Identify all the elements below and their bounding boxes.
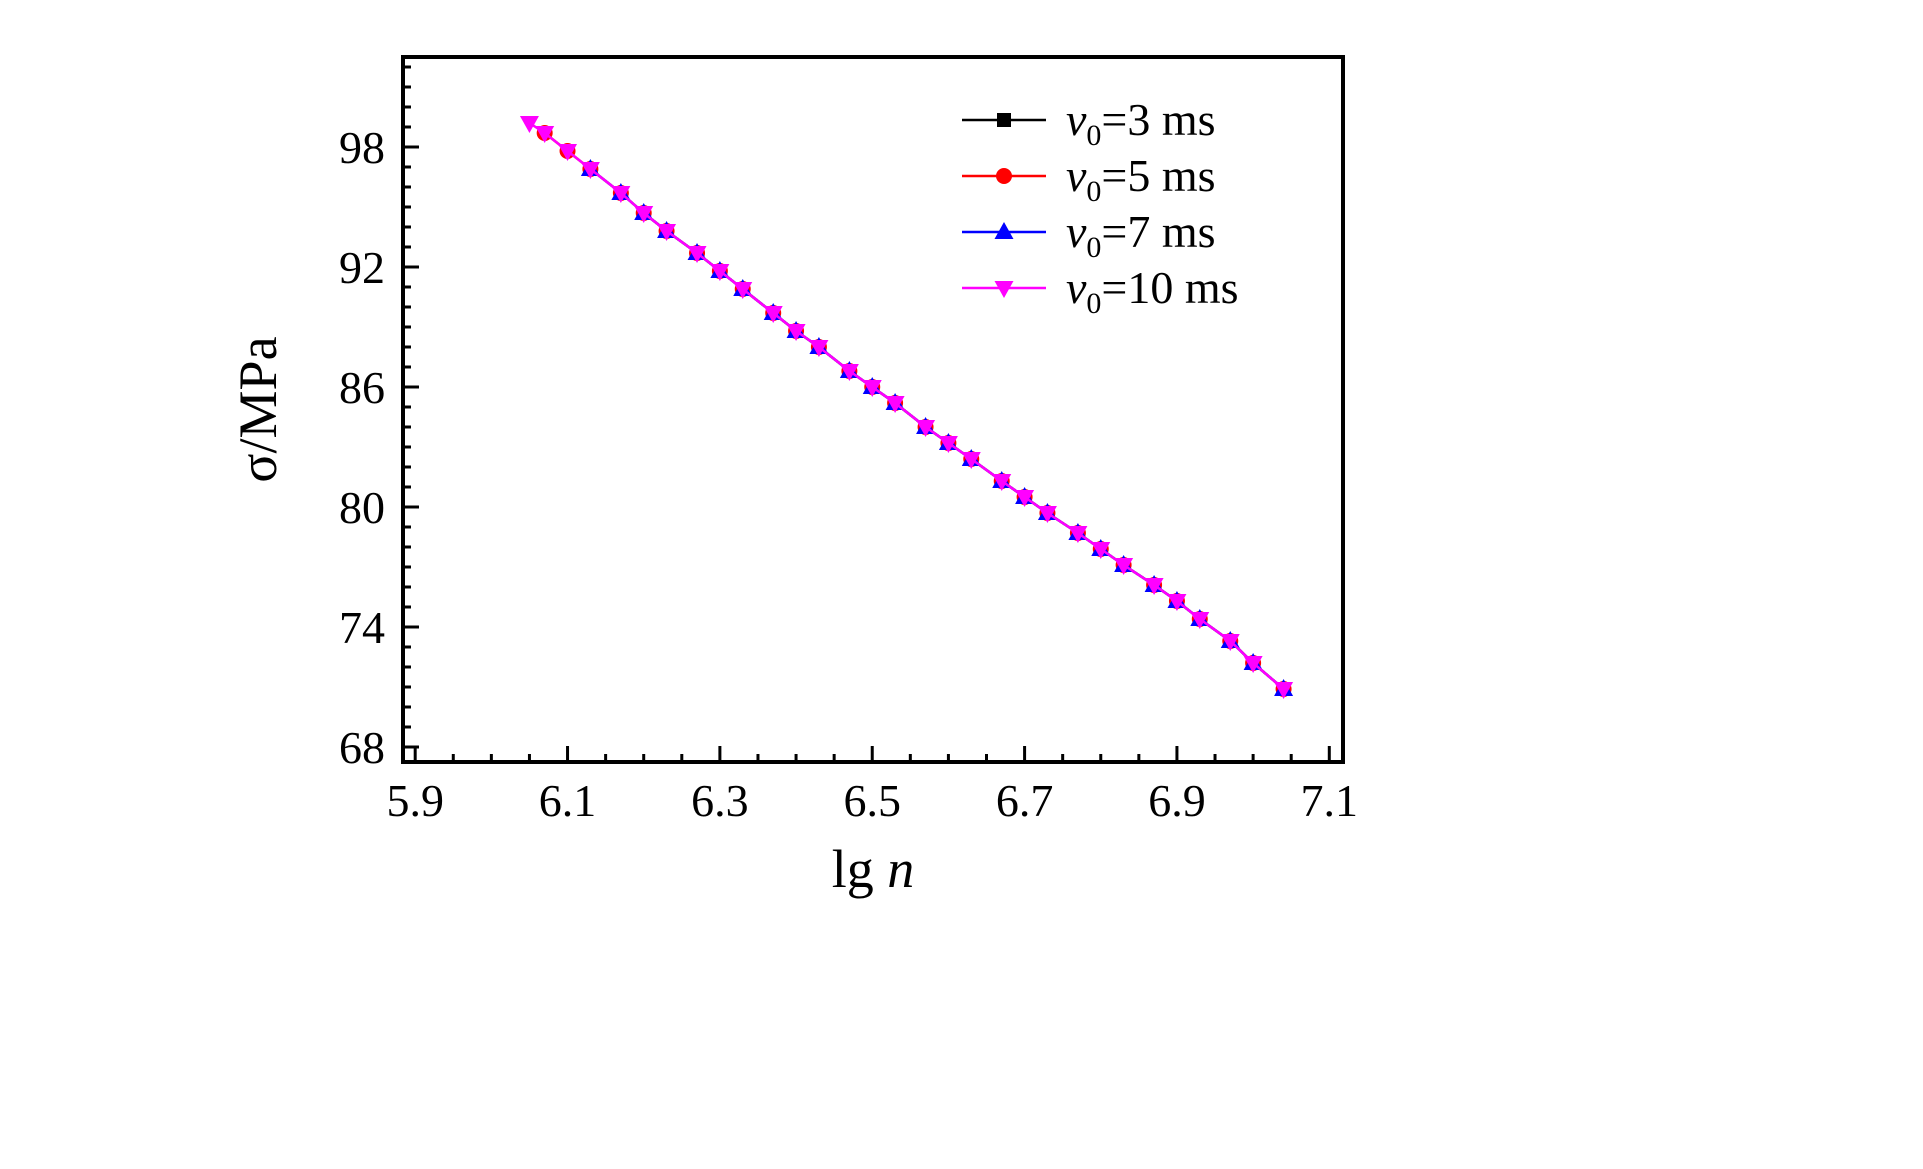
x-tick-label: 5.9 xyxy=(386,775,444,826)
x-tick-label: 6.7 xyxy=(996,775,1054,826)
x-tick-label: 7.1 xyxy=(1301,775,1359,826)
legend-item-v0-10ms: v0=10 ms xyxy=(962,262,1239,320)
y-axis-title: σ/MPa xyxy=(228,336,288,482)
legend-marker-square-icon xyxy=(997,113,1011,127)
legend-label: v0=3 ms xyxy=(1066,94,1216,152)
y-tick-label: 86 xyxy=(339,362,385,413)
y-tick-label: 68 xyxy=(339,722,385,773)
x-tick-label: 6.3 xyxy=(691,775,749,826)
legend-label: v0=7 ms xyxy=(1066,206,1216,264)
x-tick-label: 6.5 xyxy=(843,775,901,826)
legend-label: v0=5 ms xyxy=(1066,150,1216,208)
x-tick-label: 6.9 xyxy=(1148,775,1206,826)
x-axis-title: lg n xyxy=(832,839,915,899)
y-tick-labels: 68 74 80 86 92 98 xyxy=(339,122,385,773)
legend-item-v0-3ms: v0=3 ms xyxy=(962,94,1216,152)
legend-marker-triangle-up-icon xyxy=(994,222,1014,239)
legend-item-v0-5ms: v0=5 ms xyxy=(962,150,1216,208)
legend-marker-triangle-down-icon xyxy=(994,281,1014,298)
legend-marker-circle-icon xyxy=(996,168,1012,184)
y-tick-label: 80 xyxy=(339,482,385,533)
legend-item-v0-7ms: v0=7 ms xyxy=(962,206,1216,264)
y-tick-label: 74 xyxy=(339,602,385,653)
plot-frame xyxy=(401,55,1345,764)
y-tick-label: 98 xyxy=(339,122,385,173)
x-tick-label: 6.1 xyxy=(539,775,597,826)
y-tick-label: 92 xyxy=(339,242,385,293)
x-tick-labels: 5.9 6.1 6.3 6.5 6.7 6.9 7.1 xyxy=(386,775,1358,826)
series-v0-10ms xyxy=(519,116,1294,699)
legend-label: v0=10 ms xyxy=(1066,262,1239,320)
